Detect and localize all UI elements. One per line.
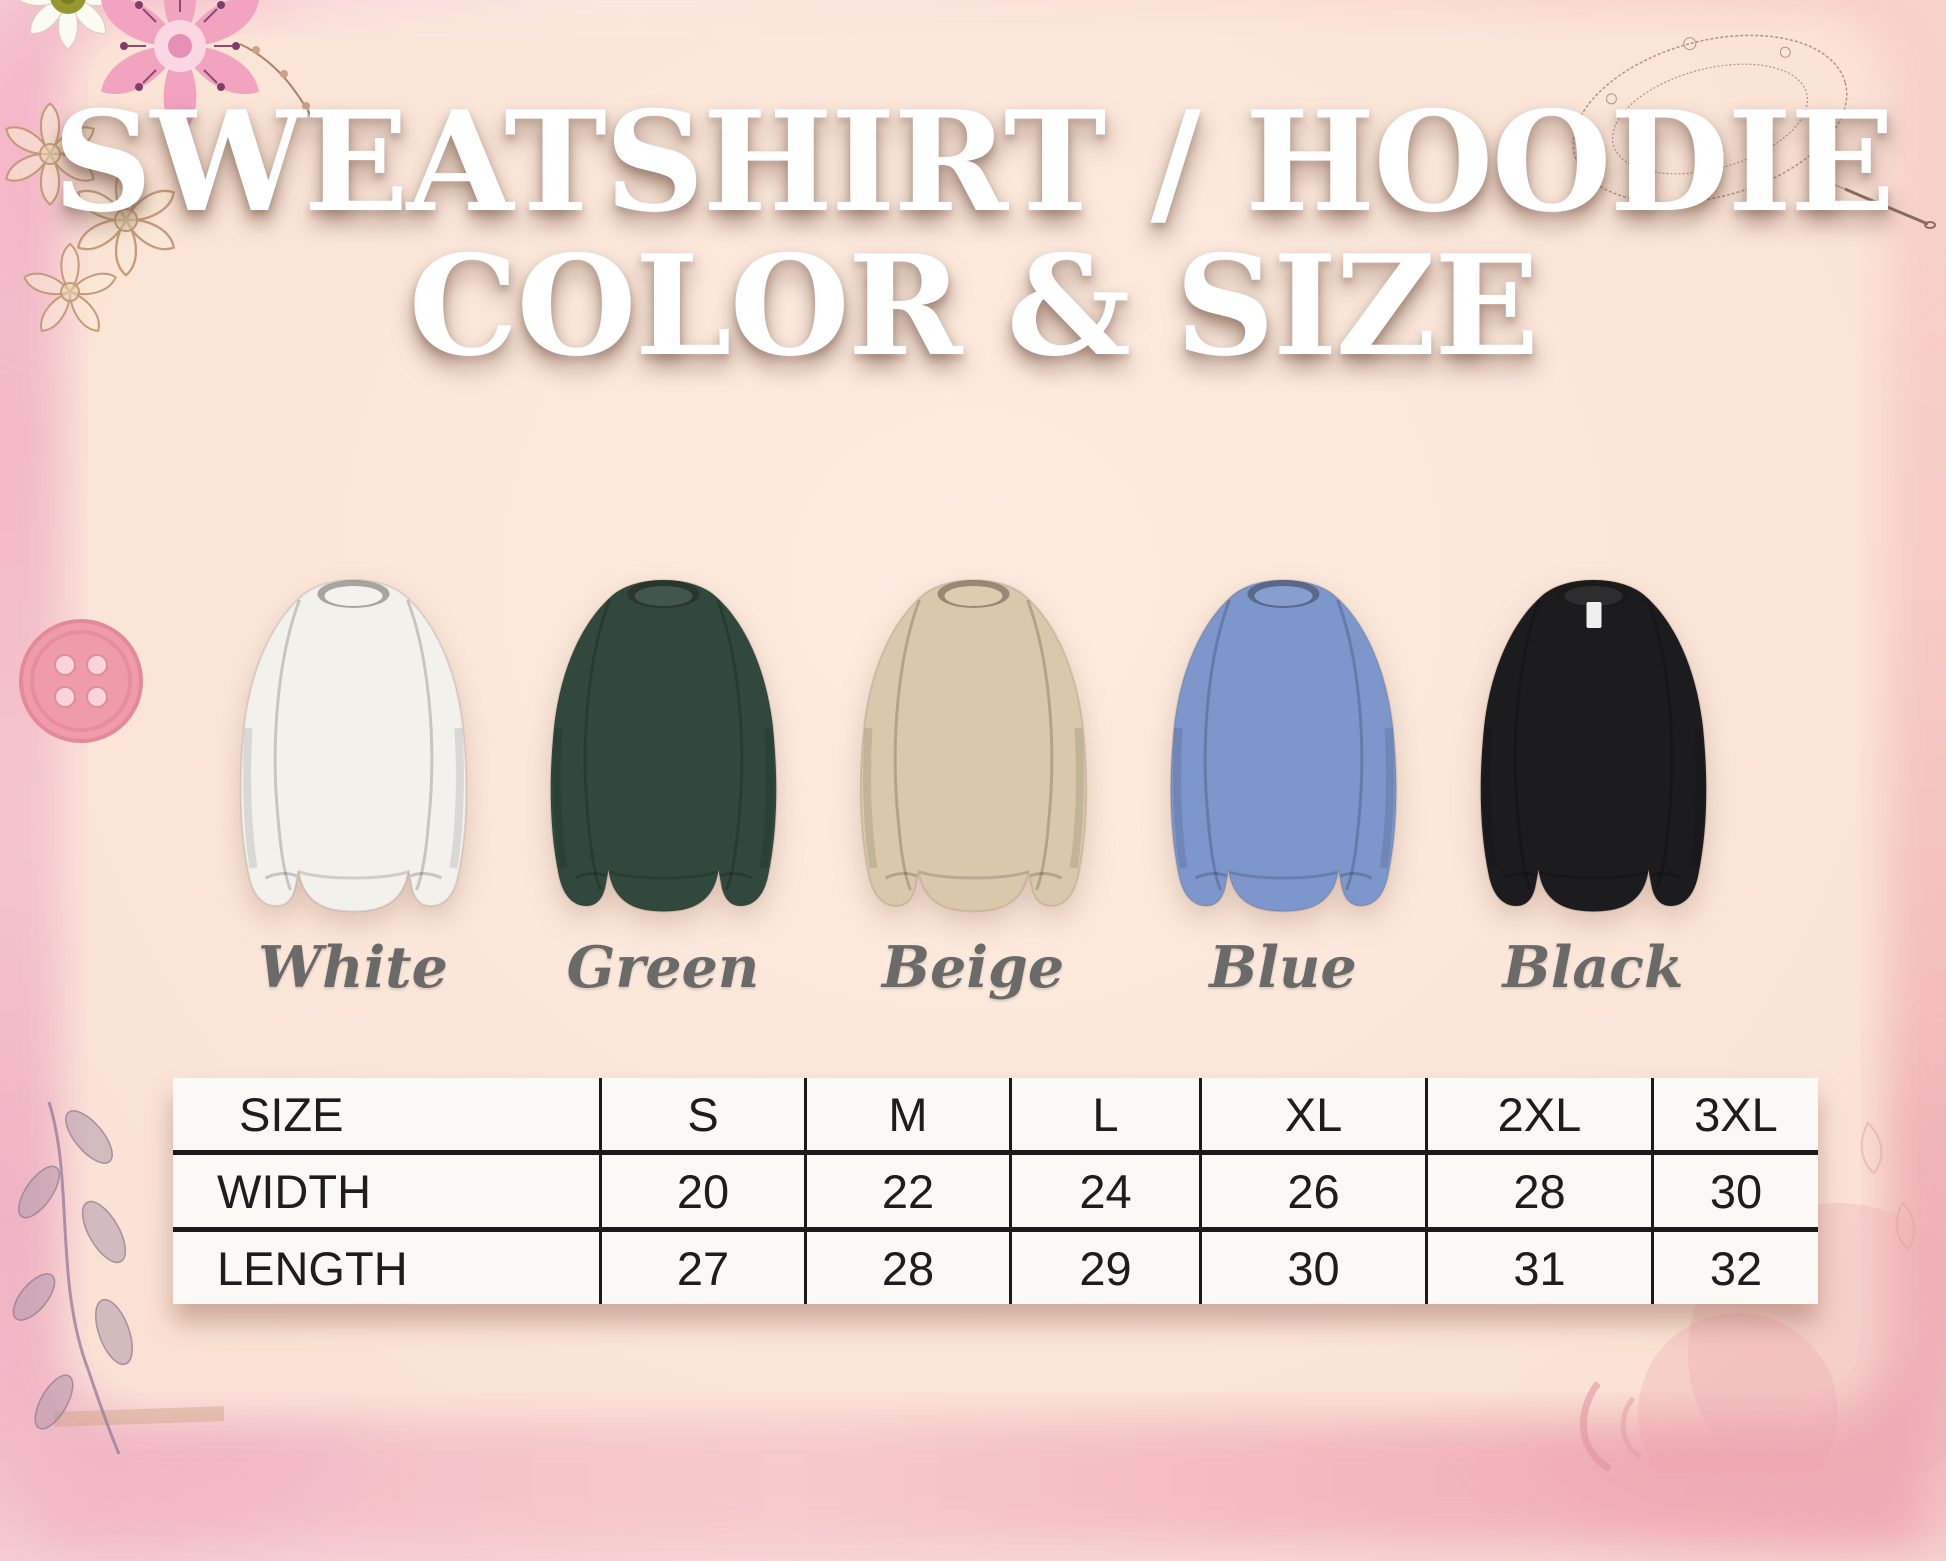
color-label: Black xyxy=(1502,934,1684,1001)
sweatshirt-row: White Green Beige Blue Black xyxy=(0,568,1946,1001)
width-3xl: 30 xyxy=(1651,1150,1818,1227)
length-3xl: 32 xyxy=(1651,1227,1818,1304)
color-label: Beige xyxy=(881,934,1065,1001)
width-2xl: 28 xyxy=(1425,1150,1651,1227)
neck-tag xyxy=(1586,602,1601,628)
shirt-card-blue: Blue xyxy=(1151,568,1416,1001)
width-xl: 26 xyxy=(1199,1150,1425,1227)
length-m: 28 xyxy=(804,1227,1009,1304)
color-label: Blue xyxy=(1209,934,1357,1001)
shirt-card-white: White xyxy=(221,568,486,1001)
color-label: Green xyxy=(566,934,760,1001)
sweatshirt-image-white xyxy=(221,568,486,930)
length-xl: 30 xyxy=(1199,1227,1425,1304)
row-label-width: WIDTH xyxy=(173,1150,599,1227)
width-l: 24 xyxy=(1009,1150,1199,1227)
width-s: 20 xyxy=(599,1150,804,1227)
color-label: White xyxy=(258,934,448,1001)
table-header-xl: XL xyxy=(1199,1078,1425,1150)
table-header-s: S xyxy=(599,1078,804,1150)
title-line-1: SWEATSHIRT / HOODIE xyxy=(52,80,1895,243)
width-m: 22 xyxy=(804,1150,1009,1227)
page-title: SWEATSHIRT / HOODIE COLOR & SIZE xyxy=(0,90,1946,377)
table-header-l: L xyxy=(1009,1078,1199,1150)
shirt-card-green: Green xyxy=(531,568,796,1001)
sweatshirt-image-blue xyxy=(1151,568,1416,930)
sweatshirt-image-green xyxy=(531,568,796,930)
shirt-card-black: Black xyxy=(1461,568,1726,1001)
title-line-2: COLOR & SIZE xyxy=(408,223,1540,387)
shirt-card-beige: Beige xyxy=(841,568,1106,1001)
row-label-length: LENGTH xyxy=(173,1227,599,1304)
table-header-size: SIZE xyxy=(173,1078,599,1150)
table-header-2xl: 2XL xyxy=(1425,1078,1651,1150)
table-header-3xl: 3XL xyxy=(1651,1078,1818,1150)
length-l: 29 xyxy=(1009,1227,1199,1304)
sweatshirt-image-black xyxy=(1461,568,1726,930)
length-2xl: 31 xyxy=(1425,1227,1651,1304)
size-table: SIZE S M L XL 2XL 3XL WIDTH 20 22 24 26 … xyxy=(173,1078,1818,1304)
length-s: 27 xyxy=(599,1227,804,1304)
table-header-m: M xyxy=(804,1078,1009,1150)
sweatshirt-image-beige xyxy=(841,568,1106,930)
